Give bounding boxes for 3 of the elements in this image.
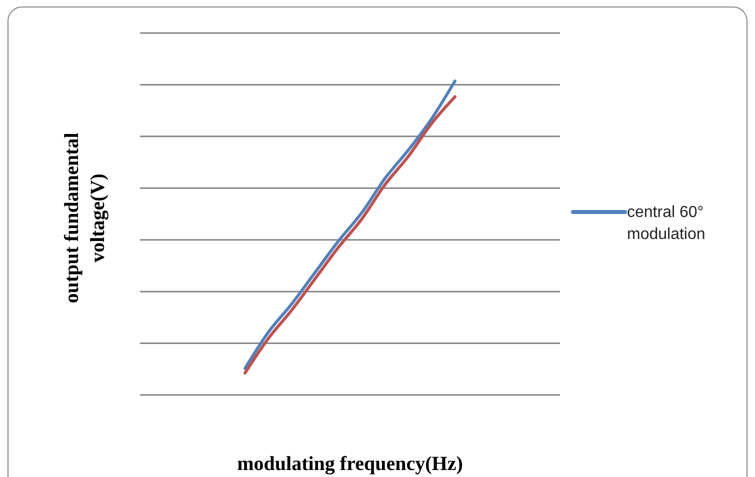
x-axis-title: modulating frequency(Hz) bbox=[237, 453, 463, 475]
legend-label: central 60° modulation bbox=[627, 204, 706, 243]
y-axis-title: output fundamental voltage(V) bbox=[61, 132, 109, 304]
